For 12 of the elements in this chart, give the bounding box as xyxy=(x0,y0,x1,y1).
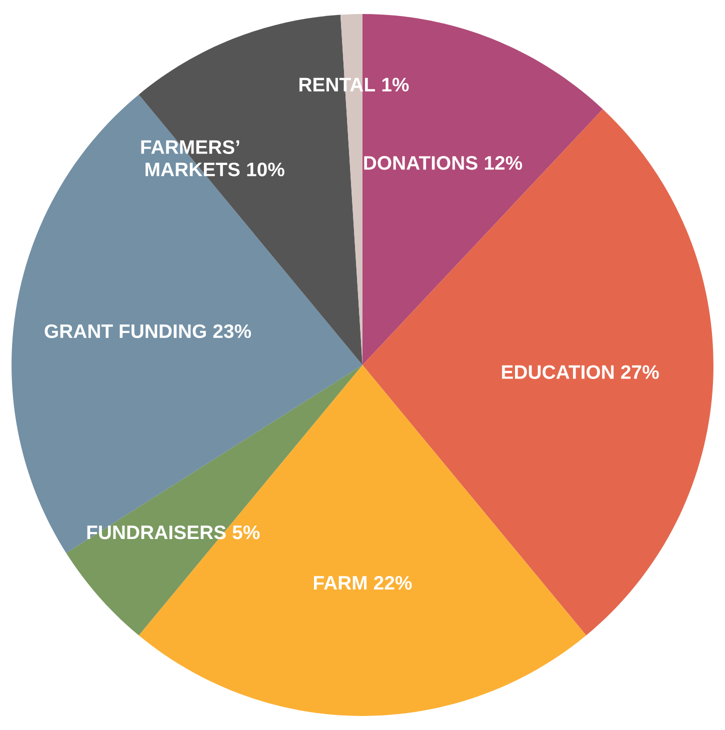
slice-label: FARM xyxy=(314,576,366,590)
slice-label: DONATIONS xyxy=(364,156,478,170)
data-label: 10% xyxy=(247,162,284,176)
slice-label: FUNDRAISERS xyxy=(87,525,226,540)
data-label: 23% xyxy=(213,324,252,338)
data-label: 12% xyxy=(484,156,522,170)
data-label: 27% xyxy=(621,365,659,379)
data-label: 5% xyxy=(232,526,260,540)
data-label: 1% xyxy=(382,78,409,92)
data-label: 22% xyxy=(374,576,412,590)
slice-label: GRANT FUNDING xyxy=(44,324,206,338)
slice-label: EDUCATION xyxy=(502,365,614,379)
